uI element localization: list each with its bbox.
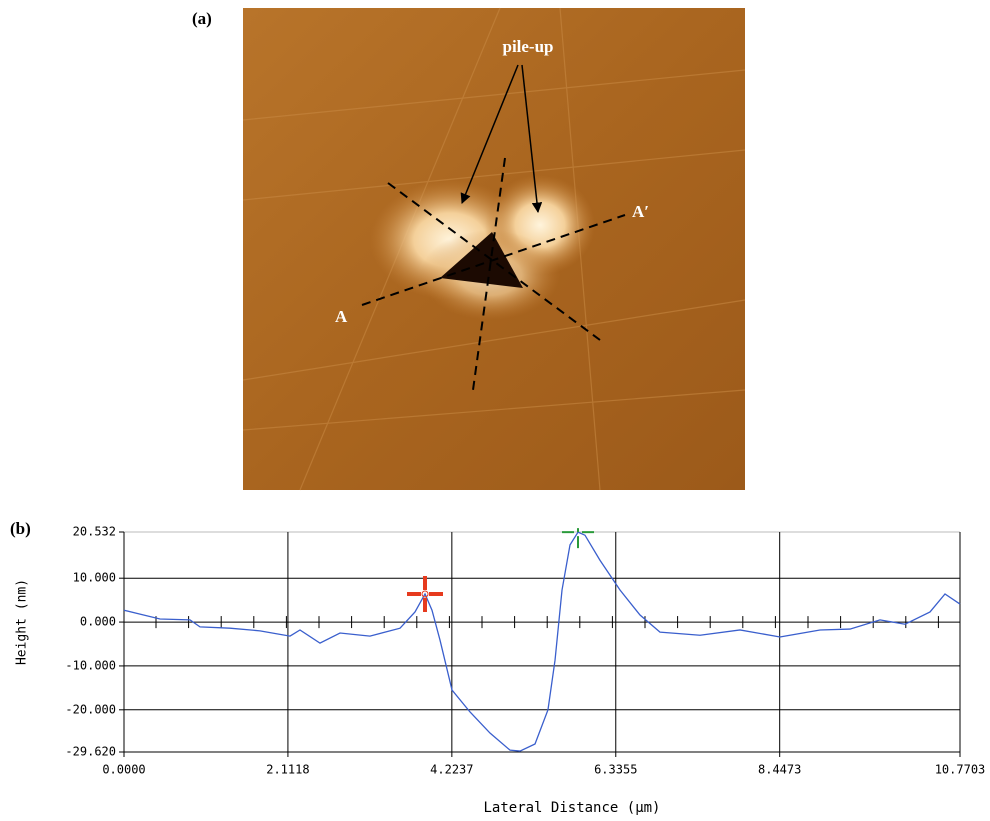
x-tick-label: 2.1118: [266, 763, 309, 777]
x-tick-label: 10.7703: [935, 763, 986, 777]
x-tick-label: 4.2237: [430, 763, 473, 777]
x-tick-label: 6.3355: [594, 763, 637, 777]
panel-label: (b): [10, 519, 31, 538]
annotation: pile-up: [502, 37, 553, 56]
x-axis-label: Lateral Distance (μm): [483, 800, 660, 816]
afm-image: [242, 7, 746, 491]
y-tick-label: 20.532: [73, 525, 116, 539]
x-tick-label: 0.0000: [102, 763, 145, 777]
y-axis-label: Height (nm): [15, 579, 30, 665]
y-tick-label: 10.000: [73, 571, 116, 585]
cursor: [407, 575, 444, 612]
profile-line: [123, 531, 961, 752]
y-tick-label: -29.620: [65, 745, 116, 759]
y-tick-label: 0.000: [80, 615, 116, 629]
x-tick-label: 8.4473: [758, 763, 801, 777]
y-tick-label: -10.000: [65, 658, 116, 672]
cursor: [562, 528, 595, 549]
y-tick-label: -20.000: [65, 702, 116, 716]
cursor-part: [421, 590, 429, 598]
annotation: A: [335, 307, 348, 326]
annotation: A′: [632, 202, 649, 221]
panel-label: (a): [192, 9, 212, 28]
